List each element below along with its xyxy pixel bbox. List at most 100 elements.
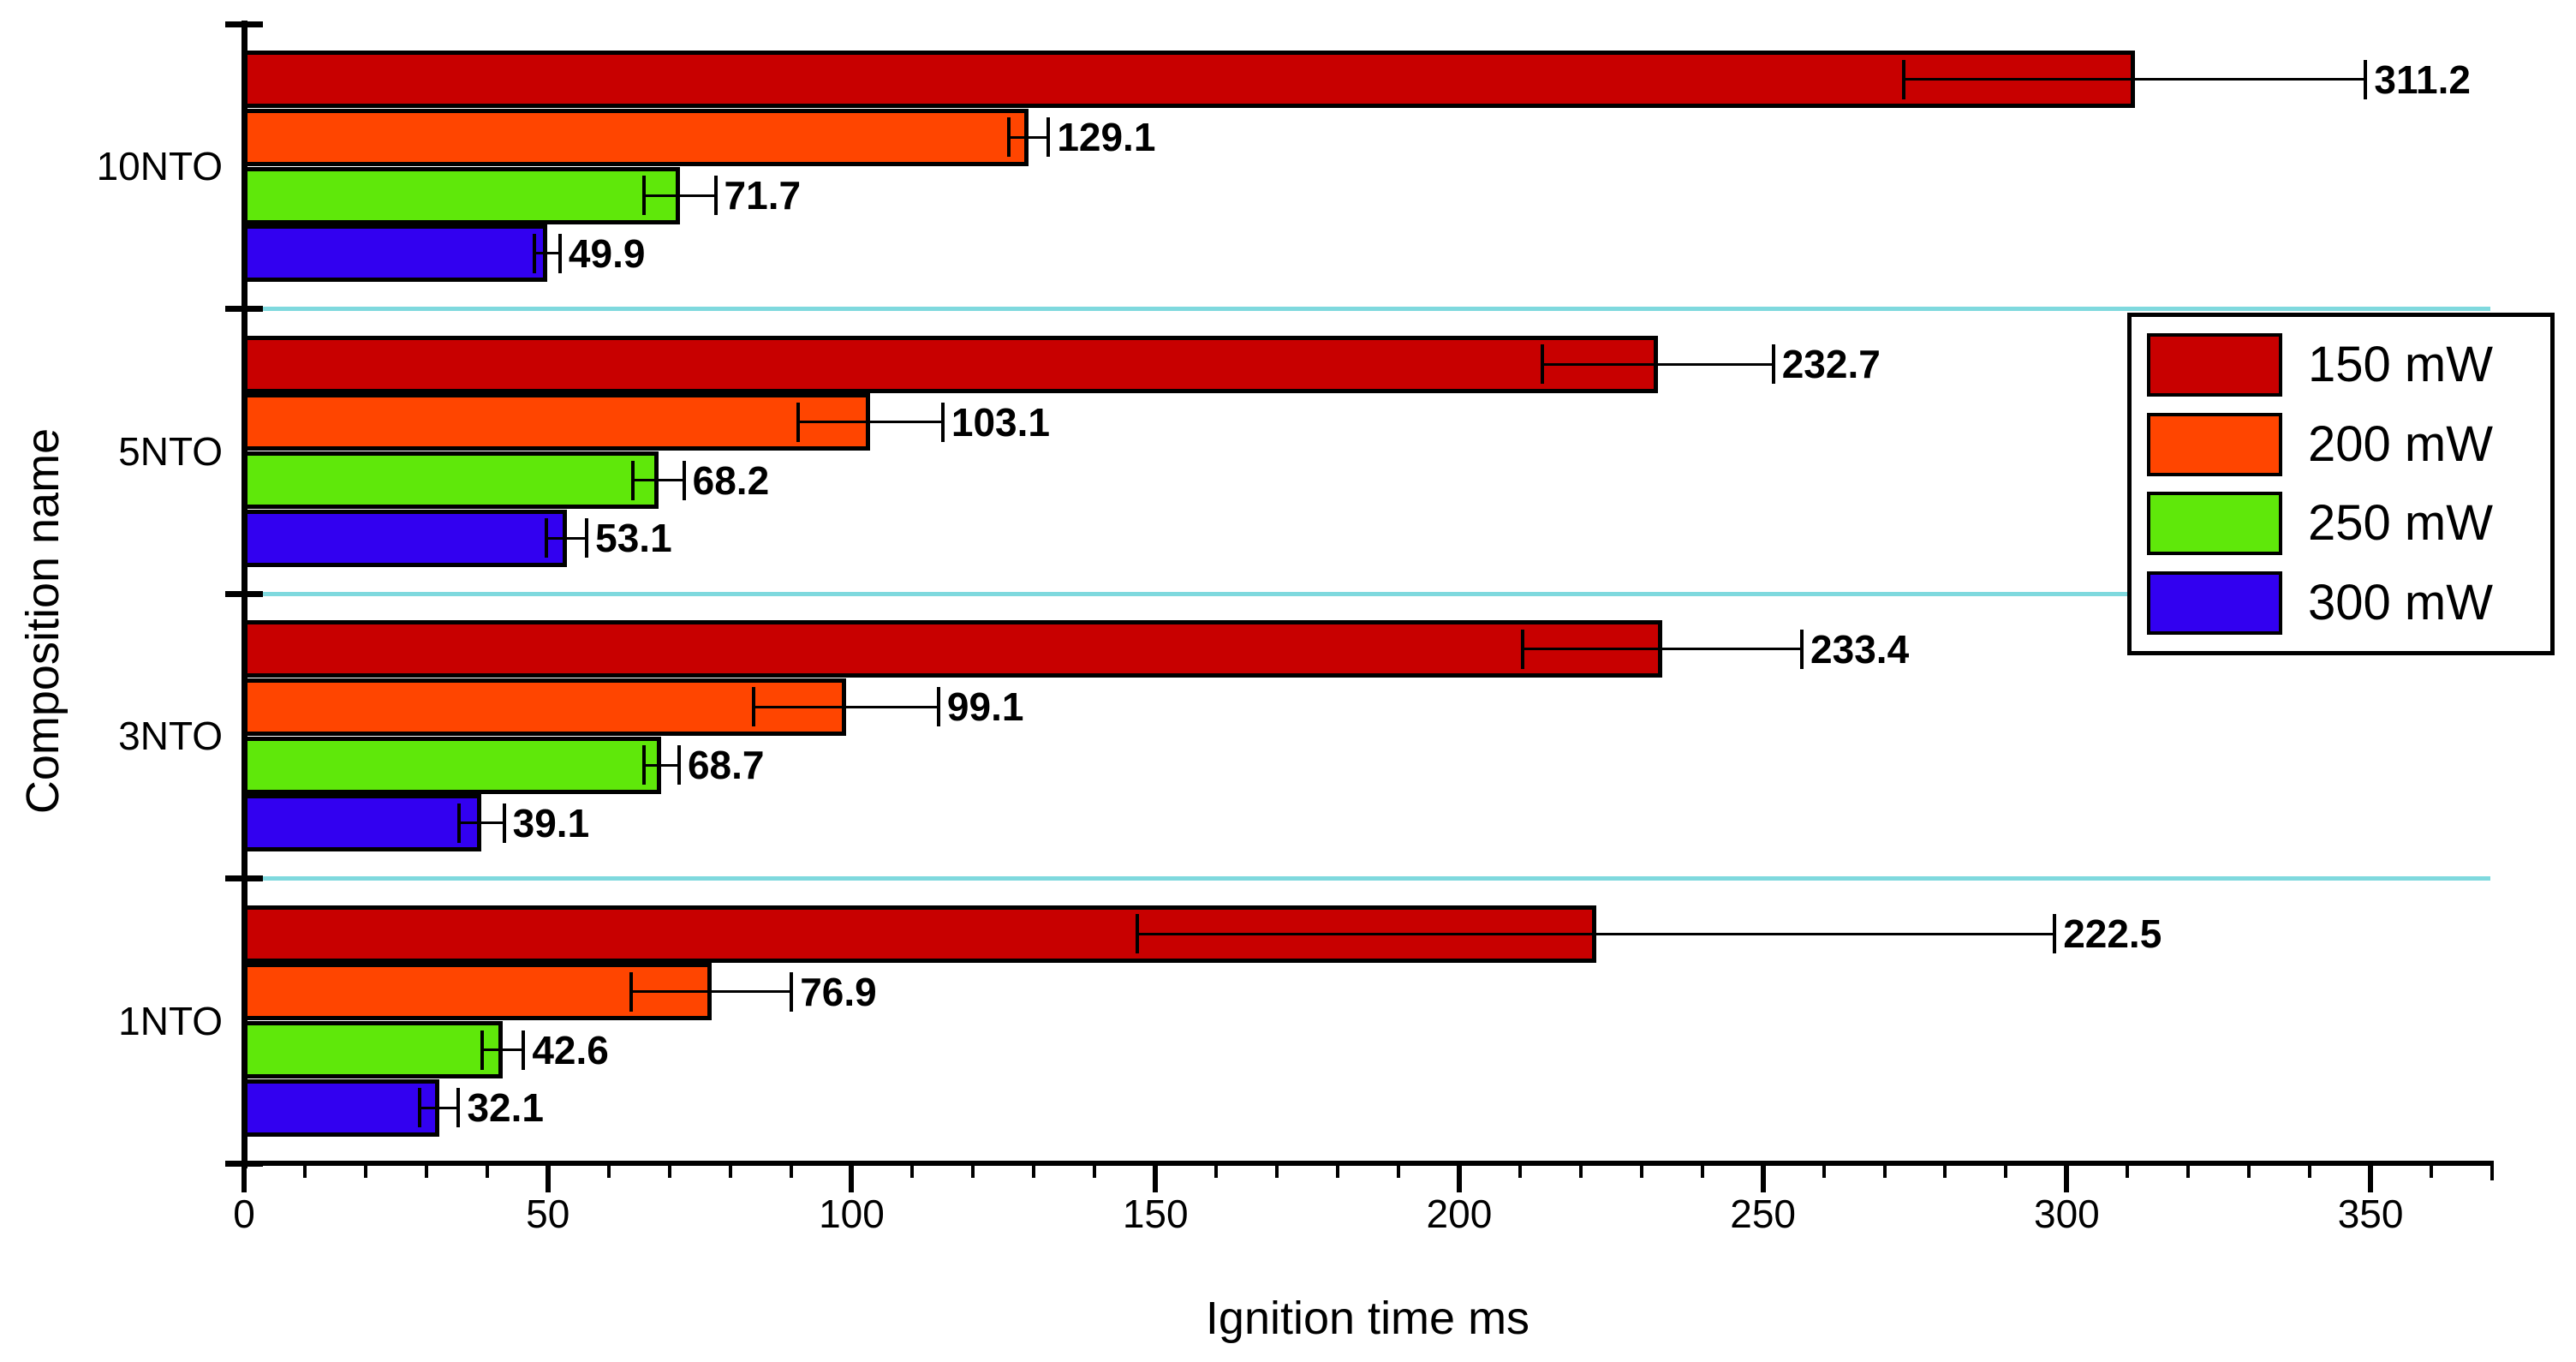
error-bar-right-cap (1771, 344, 1775, 384)
x-axis-minor-tick (1336, 1163, 1340, 1178)
legend-swatch (2147, 571, 2282, 636)
x-axis-minor-tick (2430, 1163, 2434, 1178)
error-bar-right-cap (558, 233, 562, 273)
error-bar-left-cap (1902, 59, 1906, 99)
error-bar-right-cap (2053, 914, 2057, 953)
x-axis-minor-tick (910, 1163, 915, 1178)
error-bar-right-cap (522, 1030, 526, 1070)
group-separator-line (247, 876, 2490, 881)
y-axis-category-label: 1NTO (118, 998, 223, 1043)
error-bar-1NTO-200mW (630, 990, 792, 994)
bar-10NTO-200mW (242, 108, 1029, 166)
x-axis-major-tick (242, 1163, 247, 1192)
x-axis-minor-tick (1822, 1163, 1826, 1178)
value-label-3NTO-200mW: 99.1 (946, 684, 1024, 730)
error-bar-5NTO-250mW (633, 479, 684, 482)
x-axis-title: Ignition time ms (1205, 1293, 1530, 1344)
value-label-10NTO-200mW: 129.1 (1057, 115, 1156, 160)
value-label-5NTO-300mW: 53.1 (595, 516, 672, 561)
error-bar-left-cap (480, 1030, 485, 1070)
x-axis-major-tick (1456, 1163, 1462, 1192)
error-bar-left-cap (641, 176, 646, 216)
value-label-5NTO-250mW: 68.2 (692, 457, 770, 503)
x-axis-minor-tick (1700, 1163, 1704, 1178)
error-bar-left-cap (752, 687, 756, 727)
x-axis-minor-tick (2490, 1163, 2494, 1180)
bar-3NTO-250mW (242, 736, 662, 794)
x-axis-minor-tick (1214, 1163, 1219, 1178)
x-axis-tick-label: 100 (819, 1192, 885, 1236)
error-bar-left-cap (533, 233, 537, 273)
x-axis-major-tick (545, 1163, 551, 1192)
error-bar-left-cap (1520, 629, 1524, 669)
x-axis-minor-tick (1396, 1163, 1400, 1178)
legend-item-300mW: 300 mW (2147, 571, 2550, 636)
x-axis-major-tick (1153, 1163, 1159, 1192)
y-axis-major-tick (225, 590, 263, 597)
error-bar-right-cap (456, 1088, 461, 1128)
x-axis-minor-tick (2126, 1163, 2130, 1178)
x-axis-major-tick (2064, 1163, 2070, 1192)
x-axis-minor-tick (971, 1163, 975, 1178)
legend-swatch (2147, 492, 2282, 556)
x-axis-minor-tick (789, 1163, 793, 1178)
value-label-1NTO-200mW: 76.9 (800, 969, 877, 1014)
x-axis-tick-label: 300 (2034, 1192, 2100, 1236)
legend-label: 150 mW (2308, 336, 2493, 392)
legend-label: 200 mW (2308, 415, 2493, 472)
value-label-1NTO-150mW: 222.5 (2063, 911, 2162, 956)
error-bar-right-cap (2364, 59, 2368, 99)
x-axis-tick-label: 50 (526, 1192, 570, 1236)
error-bar-3NTO-200mW (754, 705, 939, 708)
legend-item-150mW: 150 mW (2147, 332, 2550, 397)
value-label-5NTO-200mW: 103.1 (951, 399, 1050, 445)
x-axis-minor-tick (1093, 1163, 1097, 1178)
bar-1NTO-250mW (242, 1021, 504, 1079)
error-bar-1NTO-250mW (482, 1048, 524, 1052)
error-bar-5NTO-200mW (798, 421, 943, 424)
error-bar-left-cap (629, 971, 633, 1012)
x-axis-minor-tick (363, 1163, 367, 1178)
x-axis-tick-label: 250 (1730, 1192, 1797, 1236)
y-axis-major-tick (225, 21, 263, 27)
value-label-1NTO-250mW: 42.6 (532, 1027, 609, 1072)
y-axis-category-label: 5NTO (118, 428, 223, 474)
x-axis-minor-tick (1639, 1163, 1643, 1178)
error-bar-5NTO-150mW (1542, 362, 1774, 366)
x-axis-minor-tick (667, 1163, 671, 1178)
error-bar-left-cap (418, 1088, 422, 1128)
value-label-10NTO-150mW: 311.2 (2374, 57, 2471, 102)
x-axis-major-tick (2368, 1163, 2374, 1192)
error-bar-5NTO-300mW (546, 536, 587, 540)
x-axis-minor-tick (606, 1163, 611, 1178)
error-bar-right-cap (940, 402, 945, 442)
error-bar-3NTO-250mW (643, 763, 679, 767)
x-axis-tick-label: 350 (2337, 1192, 2404, 1236)
group-separator-line (247, 591, 2490, 596)
error-bar-right-cap (585, 518, 589, 559)
x-axis-minor-tick (728, 1163, 732, 1178)
error-bar-left-cap (1006, 117, 1011, 158)
y-axis-major-tick (225, 875, 263, 881)
error-bar-10NTO-150mW (1904, 78, 2366, 81)
legend-item-200mW: 200 mW (2147, 412, 2550, 476)
bar-3NTO-150mW (242, 620, 1662, 678)
bar-5NTO-250mW (242, 451, 659, 510)
bar-5NTO-200mW (242, 393, 871, 451)
value-label-3NTO-150mW: 233.4 (1810, 626, 1910, 672)
value-label-10NTO-250mW: 71.7 (724, 173, 802, 218)
error-bar-10NTO-300mW (534, 252, 560, 255)
error-bar-1NTO-150mW (1136, 932, 2055, 935)
x-axis-minor-tick (1943, 1163, 1947, 1178)
bar-10NTO-150mW (242, 51, 2135, 108)
value-label-1NTO-300mW: 32.1 (467, 1085, 544, 1131)
x-axis-minor-tick (1518, 1163, 1522, 1178)
x-axis-major-tick (1760, 1163, 1766, 1192)
bar-10NTO-250mW (242, 166, 680, 224)
bar-5NTO-300mW (242, 509, 567, 567)
y-axis-category-label: 3NTO (118, 714, 223, 759)
bar-10NTO-300mW (242, 224, 548, 283)
x-axis-tick-label: 200 (1426, 1192, 1493, 1236)
error-bar-10NTO-200mW (1008, 135, 1049, 139)
error-bar-3NTO-150mW (1522, 648, 1803, 650)
